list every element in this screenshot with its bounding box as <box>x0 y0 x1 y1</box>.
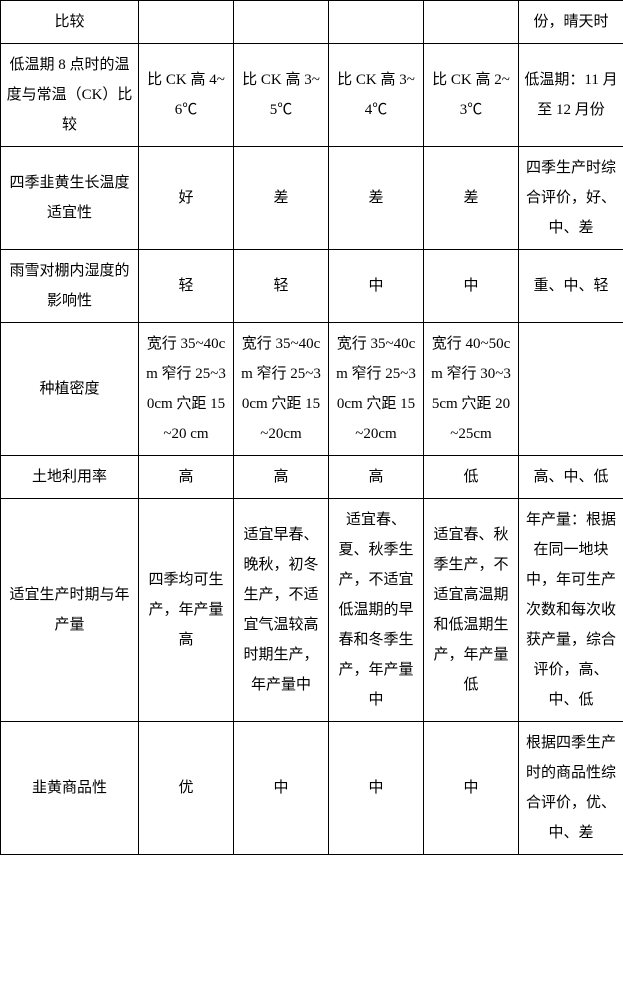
cell-note: 份，晴天时 <box>519 1 623 44</box>
cell-value: 比 CK 高 2~3℃ <box>424 44 519 147</box>
cell-value: 比 CK 高 4~6℃ <box>139 44 234 147</box>
cell-value: 中 <box>329 250 424 323</box>
table-row: 比较 份，晴天时 <box>1 1 623 44</box>
cell-value: 比 CK 高 3~4℃ <box>329 44 424 147</box>
cell-label: 适宜生产时期与年产量 <box>1 499 139 722</box>
cell-label: 种植密度 <box>1 323 139 456</box>
cell-value: 高 <box>139 456 234 499</box>
cell-value: 轻 <box>139 250 234 323</box>
cell-value: 宽行 35~40cm 窄行 25~30cm 穴距 15~20 cm <box>139 323 234 456</box>
cell-value: 中 <box>424 722 519 855</box>
cell-value: 适宜春、秋季生产，不适宜高温期和低温期生产，年产量低 <box>424 499 519 722</box>
cell-label: 韭黄商品性 <box>1 722 139 855</box>
cell-note: 根据四季生产时的商品性综合评价，优、中、差 <box>519 722 623 855</box>
cell-label: 低温期 8 点时的温度与常温（CK）比较 <box>1 44 139 147</box>
table-row: 四季韭黄生长温度适宜性 好 差 差 差 四季生产时综合评价，好、中、差 <box>1 147 623 250</box>
cell-value: 差 <box>424 147 519 250</box>
table-row: 韭黄商品性 优 中 中 中 根据四季生产时的商品性综合评价，优、中、差 <box>1 722 623 855</box>
table-row: 雨雪对棚内湿度的影响性 轻 轻 中 中 重、中、轻 <box>1 250 623 323</box>
cell-value: 差 <box>234 147 329 250</box>
comparison-table: 比较 份，晴天时 低温期 8 点时的温度与常温（CK）比较 比 CK 高 4~6… <box>0 0 623 855</box>
cell-note: 年产量：根据在同一地块中，年可生产次数和每次收获产量，综合评价，高、中、低 <box>519 499 623 722</box>
cell-value: 比 CK 高 3~5℃ <box>234 44 329 147</box>
cell-value: 适宜早春、晚秋，初冬生产，不适宜气温较高时期生产，年产量中 <box>234 499 329 722</box>
cell-value: 中 <box>329 722 424 855</box>
cell-value: 宽行 40~50cm 窄行 30~35cm 穴距 20~25cm <box>424 323 519 456</box>
cell-label: 四季韭黄生长温度适宜性 <box>1 147 139 250</box>
cell-value: 宽行 35~40cm 窄行 25~30cm 穴距 15~20cm <box>234 323 329 456</box>
cell-note: 重、中、轻 <box>519 250 623 323</box>
cell-label: 比较 <box>1 1 139 44</box>
table-body: 比较 份，晴天时 低温期 8 点时的温度与常温（CK）比较 比 CK 高 4~6… <box>1 1 623 855</box>
cell-note: 高、中、低 <box>519 456 623 499</box>
cell-value: 好 <box>139 147 234 250</box>
cell-value: 中 <box>234 722 329 855</box>
cell-label: 土地利用率 <box>1 456 139 499</box>
cell-value <box>139 1 234 44</box>
cell-value: 适宜春、夏、秋季生产，不适宜低温期的早春和冬季生产，年产量中 <box>329 499 424 722</box>
cell-value: 低 <box>424 456 519 499</box>
table-row: 土地利用率 高 高 高 低 高、中、低 <box>1 456 623 499</box>
cell-value: 轻 <box>234 250 329 323</box>
cell-value: 差 <box>329 147 424 250</box>
cell-value: 优 <box>139 722 234 855</box>
table-row: 低温期 8 点时的温度与常温（CK）比较 比 CK 高 4~6℃ 比 CK 高 … <box>1 44 623 147</box>
cell-value: 高 <box>234 456 329 499</box>
cell-label: 雨雪对棚内湿度的影响性 <box>1 250 139 323</box>
cell-value: 宽行 35~40cm 窄行 25~30cm 穴距 15~20cm <box>329 323 424 456</box>
cell-value <box>424 1 519 44</box>
table-row: 适宜生产时期与年产量 四季均可生产，年产量高 适宜早春、晚秋，初冬生产，不适宜气… <box>1 499 623 722</box>
cell-value <box>234 1 329 44</box>
cell-note: 低温期：11 月至 12 月份 <box>519 44 623 147</box>
cell-value: 中 <box>424 250 519 323</box>
table-row: 种植密度 宽行 35~40cm 窄行 25~30cm 穴距 15~20 cm 宽… <box>1 323 623 456</box>
cell-value: 高 <box>329 456 424 499</box>
cell-value <box>329 1 424 44</box>
cell-value: 四季均可生产，年产量高 <box>139 499 234 722</box>
cell-note: 四季生产时综合评价，好、中、差 <box>519 147 623 250</box>
cell-note <box>519 323 623 456</box>
